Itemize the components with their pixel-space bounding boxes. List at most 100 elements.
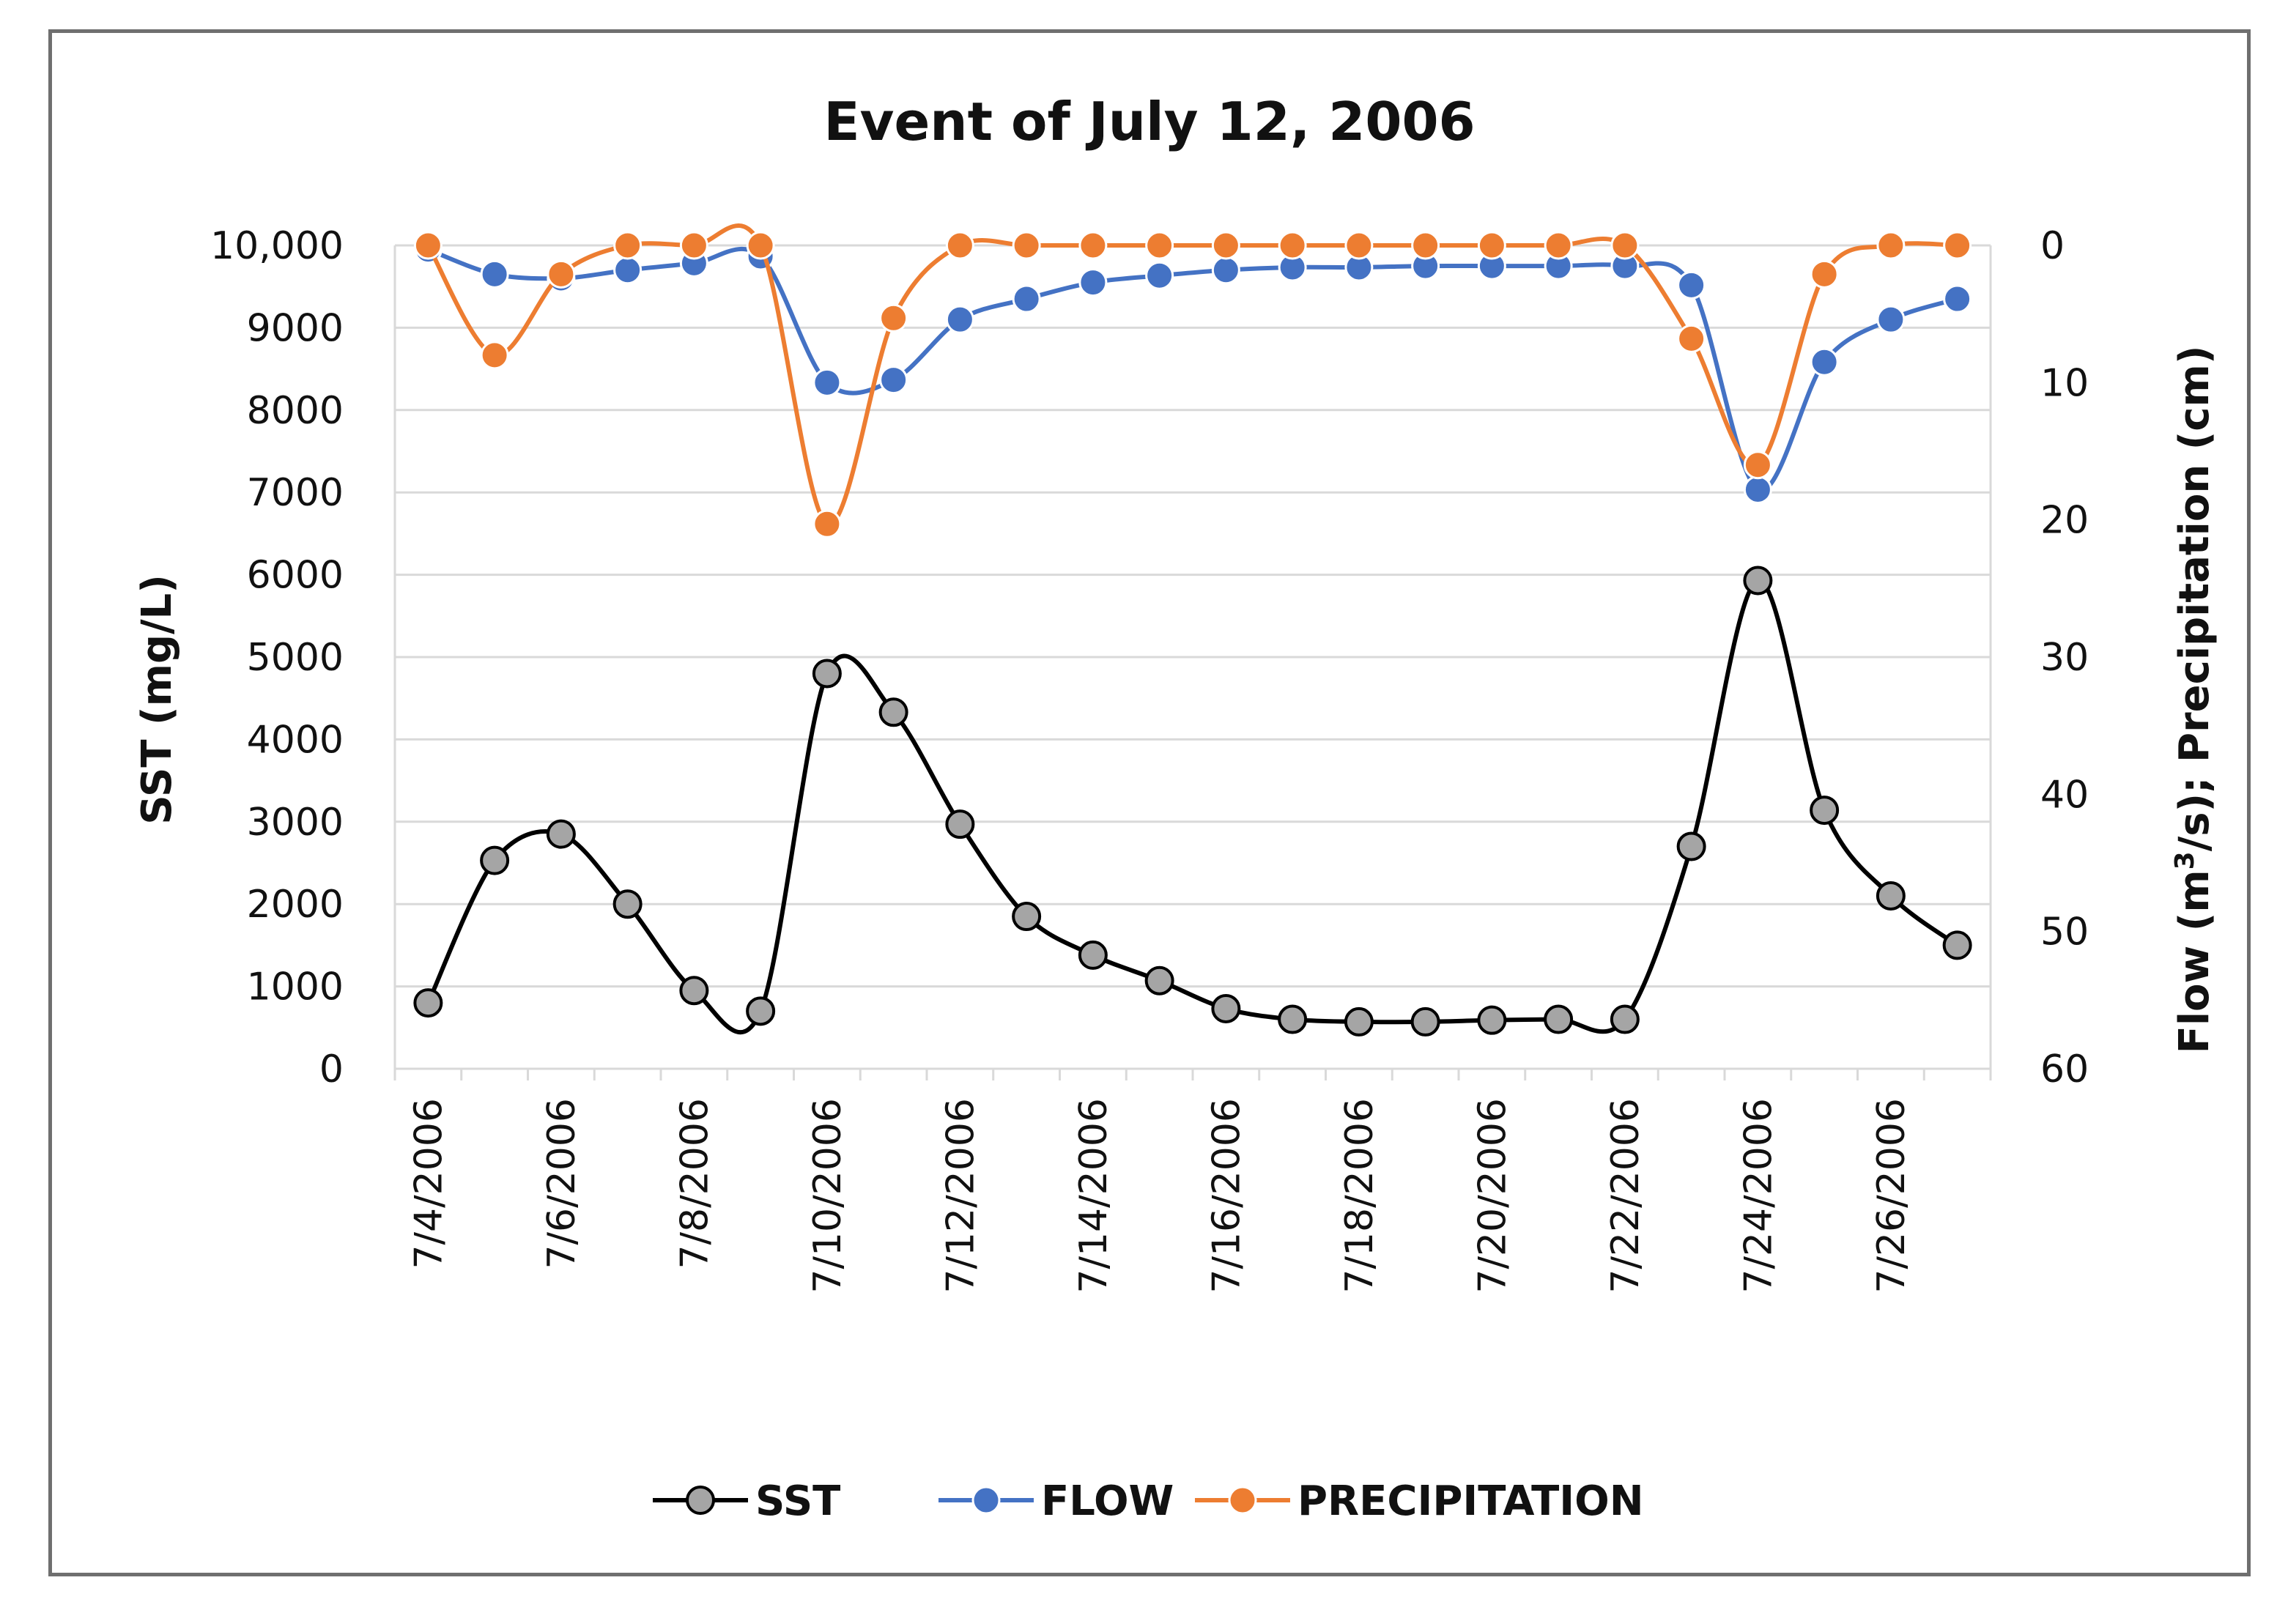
precipitation-point <box>480 341 509 370</box>
flow-point <box>1943 284 1972 314</box>
x-axis-tick-label: 7/26/2006 <box>1870 1098 1914 1294</box>
precipitation-point <box>679 231 708 260</box>
y-axis-left-ticks: 0 1000 2000 3000 4000 5000 6000 7000 8000 9000 10,… <box>210 224 344 1091</box>
precipitation-point <box>1810 259 1839 289</box>
legend-item-sst: SST <box>653 1477 840 1525</box>
y-axis-right-tick-label: 50 <box>2040 911 2089 954</box>
series-flow <box>413 235 1972 504</box>
sst-point <box>612 889 643 919</box>
precipitation-point <box>1012 231 1041 260</box>
precipitation-point <box>413 231 443 260</box>
gridlines <box>395 244 1991 988</box>
flow-point <box>945 305 974 334</box>
y-axis-left-tick-label: 1000 <box>247 965 344 1009</box>
series-layer <box>413 223 1972 1037</box>
x-axis-tick-label: 7/6/2006 <box>540 1098 584 1269</box>
precipitation-point <box>1145 231 1174 260</box>
x-axis-tick-label: 7/14/2006 <box>1072 1098 1116 1294</box>
chart-title: Event of July 12, 2006 <box>823 91 1475 152</box>
y-axis-left-tick-label: 3000 <box>247 801 344 845</box>
sst-point <box>679 976 709 1006</box>
sst-point <box>878 697 908 727</box>
precipitation-point <box>812 509 842 538</box>
y-axis-right-tick-label: 60 <box>2040 1048 2089 1091</box>
precipitation-point <box>1943 231 1972 260</box>
y-axis-left-tick-label: 5000 <box>247 636 344 680</box>
legend: SST FLOW PRECIPITATION <box>653 1477 1644 1525</box>
precipitation-point <box>879 303 908 333</box>
x-axis-ticks: 7/4/2006 7/6/2006 7/8/2006 7/10/2006 7/12/20… <box>393 1069 1992 1294</box>
y-axis-left-tick-label: 9000 <box>247 306 344 350</box>
sst-point <box>1876 880 1906 911</box>
precipitation-point <box>1211 231 1240 260</box>
precipitation-point <box>613 231 643 260</box>
precipitation-point <box>1876 231 1906 260</box>
y-axis-left-tick-label: 10,000 <box>210 224 344 268</box>
sst-point <box>1144 965 1174 995</box>
sst-point <box>812 659 842 689</box>
x-axis-tick-label: 7/12/2006 <box>938 1098 982 1294</box>
x-axis-tick-label: 7/20/2006 <box>1470 1098 1514 1294</box>
sst-point <box>1078 940 1108 970</box>
flow-point <box>812 368 842 397</box>
x-axis-tick-label: 7/8/2006 <box>673 1098 717 1269</box>
sst-point <box>1211 993 1241 1023</box>
precipitation-point <box>1677 324 1706 353</box>
precipitation-point <box>1610 231 1640 260</box>
precipitation-point <box>1078 231 1108 260</box>
flow-point <box>1810 347 1839 377</box>
flow-point <box>613 256 643 285</box>
y-axis-left-tick-label: 0 <box>319 1048 344 1091</box>
precipitation-point <box>1278 231 1307 260</box>
legend-label-sst: SST <box>755 1477 840 1525</box>
y-axis-right-tick-label: 0 <box>2040 224 2065 268</box>
flow-line <box>427 246 1958 493</box>
sst-point <box>1012 902 1042 932</box>
y-axis-right-title-superscript: 3 <box>2170 851 2200 870</box>
flow-point <box>1012 284 1041 314</box>
legend-item-flow: FLOW <box>938 1477 1174 1525</box>
precipitation-point <box>1344 231 1374 260</box>
chart-frame: Event of July 12, 2006 0 1000 2000 3000 4000… <box>48 29 2251 1576</box>
precipitation-point <box>1743 451 1772 480</box>
y-axis-left-tick-label: 4000 <box>247 718 344 762</box>
precipitation-point <box>945 231 974 260</box>
sst-point <box>1610 1004 1640 1034</box>
precipitation-point <box>746 231 775 260</box>
x-axis-tick-label: 7/18/2006 <box>1338 1098 1382 1294</box>
legend-label-flow: FLOW <box>1041 1477 1174 1525</box>
legend-swatch-marker <box>1228 1486 1257 1515</box>
x-axis-tick-label: 7/16/2006 <box>1204 1098 1248 1294</box>
y-axis-left-tick-label: 7000 <box>247 471 344 515</box>
legend-label-precipitation: PRECIPITATION <box>1297 1477 1644 1525</box>
sst-point <box>1344 1006 1374 1037</box>
legend-swatch-marker <box>971 1486 1001 1515</box>
y-axis-right-tick-label: 10 <box>2040 361 2089 405</box>
y-axis-left-tick-label: 2000 <box>247 883 344 927</box>
flow-point <box>1743 475 1772 504</box>
sst-point <box>746 996 776 1026</box>
flow-point <box>879 366 908 395</box>
y-axis-left-tick-label: 8000 <box>247 389 344 433</box>
precipitation-point <box>1544 231 1573 260</box>
y-axis-left-title: SST (mg/L) <box>133 574 181 825</box>
sst-point <box>546 819 576 849</box>
flow-point <box>1211 256 1240 285</box>
legend-item-precipitation: PRECIPITATION <box>1195 1477 1644 1525</box>
y-axis-right-title: Flow (m3/s); Precipitation (cm) <box>2170 346 2218 1054</box>
sst-point <box>945 809 975 839</box>
x-axis-tick-label: 7/22/2006 <box>1604 1098 1648 1294</box>
sst-point <box>1743 566 1773 596</box>
x-axis-tick-label: 7/24/2006 <box>1736 1098 1780 1294</box>
flow-point <box>1876 305 1906 334</box>
chart-canvas: Event of July 12, 2006 01000200030004000… <box>133 91 2218 1525</box>
sst-point <box>1278 1004 1308 1034</box>
sst-line <box>426 578 1959 1035</box>
y-axis-left-tick-label: 6000 <box>247 554 344 598</box>
precipitation-point <box>1477 231 1506 260</box>
y-axis-right-title-part2: /s); Precipitation (cm) <box>2171 346 2218 852</box>
flow-point <box>1078 268 1108 297</box>
y-axis-right-title-part1: Flow (m <box>2171 870 2218 1053</box>
y-axis-right-tick-label: 30 <box>2040 636 2089 680</box>
y-axis-right-tick-label: 40 <box>2040 773 2089 817</box>
